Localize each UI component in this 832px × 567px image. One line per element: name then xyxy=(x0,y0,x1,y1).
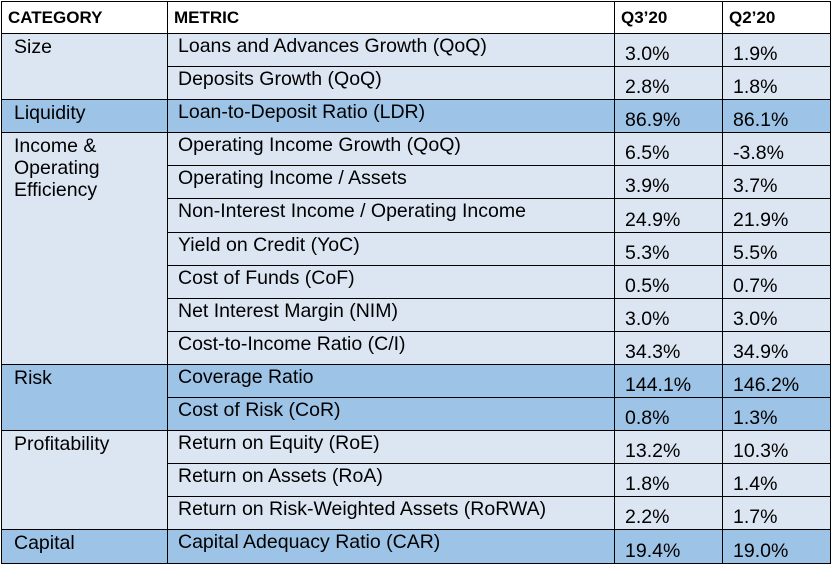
value-cell: 3.0% xyxy=(722,297,831,332)
value-cell: 34.3% xyxy=(614,330,723,365)
value-cell: 19.0% xyxy=(722,529,831,564)
table-row: Non-Interest Income / Operating Income 24… xyxy=(2,198,831,233)
table-row: Deposits Growth (QoQ) 2.8% 1.8% xyxy=(2,66,831,101)
table-row: Return on Assets (RoA) 1.8% 1.4% xyxy=(2,463,831,498)
value-cell: 3.9% xyxy=(614,165,723,200)
metric-cell: Coverage Ratio xyxy=(167,363,615,399)
table-row: Yield on Credit (YoC) 5.3% 5.5% xyxy=(2,231,831,266)
value-cell: 1.4% xyxy=(722,463,831,498)
value-cell: 3.0% xyxy=(614,32,723,68)
metric-cell: Loans and Advances Growth (QoQ) xyxy=(167,32,615,68)
value-cell: 0.7% xyxy=(722,264,831,299)
table-row: Capital Capital Adequacy Ratio (CAR) 19.4%… xyxy=(1,529,831,564)
value-cell: 3.0% xyxy=(614,297,723,332)
column-header: METRIC xyxy=(167,1,615,34)
table-row: Liquidity Loan-to-Deposit Ratio (LDR) 86.9… xyxy=(1,99,831,134)
value-cell: 5.5% xyxy=(722,231,831,266)
metric-cell: Operating Income Growth (QoQ) xyxy=(167,132,615,167)
value-cell: 24.9% xyxy=(614,198,723,233)
value-cell: 144.1% xyxy=(614,363,723,399)
metric-cell: Cost-to-Income Ratio (C/I) xyxy=(167,330,615,365)
table-row: Profitability Return on Equity (RoE) 13.2%… xyxy=(1,430,831,531)
value-cell: 1.8% xyxy=(614,463,723,498)
header-row: CATEGORY METRIC Q3’20 Q2’20 xyxy=(1,1,831,34)
value-cell: -3.8% xyxy=(722,132,831,167)
category-cell: Liquidity xyxy=(1,99,168,134)
metric-cell: Return on Risk-Weighted Assets (RoRWA) xyxy=(167,496,615,531)
value-cell: 146.2% xyxy=(722,363,831,399)
value-cell: 3.7% xyxy=(722,165,831,200)
column-header: Q2’20 xyxy=(722,1,831,34)
value-cell: 1.3% xyxy=(722,397,831,432)
table-row: Income & Operating Efficiency Operating I… xyxy=(1,132,831,365)
category-cell: Income & Operating Efficiency xyxy=(1,132,168,365)
table-row: Net Interest Margin (NIM) 3.0% 3.0% xyxy=(2,297,831,332)
value-cell: 1.7% xyxy=(722,496,831,531)
metric-cell: Operating Income / Assets xyxy=(167,165,615,200)
metric-cell: Capital Adequacy Ratio (CAR) xyxy=(167,529,615,564)
value-cell: 0.5% xyxy=(614,264,723,299)
category-cell: Capital xyxy=(1,529,168,564)
category-cell: Risk xyxy=(1,363,168,432)
value-cell: 13.2% xyxy=(614,430,723,465)
value-cell: 0.8% xyxy=(614,397,723,432)
table-body: Size Loans and Advances Growth (QoQ) 3.0% 1… xyxy=(1,32,831,564)
metric-cell: Cost of Funds (CoF) xyxy=(167,264,615,299)
value-cell: 86.9% xyxy=(614,99,723,134)
table-row: Cost of Risk (CoR) 0.8% 1.3% xyxy=(2,397,831,432)
metric-cell: Net Interest Margin (NIM) xyxy=(167,297,615,332)
metric-cell: Deposits Growth (QoQ) xyxy=(167,66,615,101)
value-cell: 34.9% xyxy=(722,330,831,365)
metric-cell: Cost of Risk (CoR) xyxy=(167,397,615,432)
category-cell: Size xyxy=(1,32,168,101)
value-cell: 21.9% xyxy=(722,198,831,233)
value-cell: 86.1% xyxy=(722,99,831,134)
table-row: Risk Coverage Ratio 144.1% 146.2% xyxy=(1,363,831,432)
value-cell: 1.9% xyxy=(722,32,831,68)
table-row: Operating Income / Assets 3.9% 3.7% xyxy=(2,165,831,200)
value-cell: 10.3% xyxy=(722,430,831,465)
table-row: Size Loans and Advances Growth (QoQ) 3.0% 1… xyxy=(1,32,831,101)
value-cell: 1.8% xyxy=(722,66,831,101)
table-row: Cost-to-Income Ratio (C/I) 34.3% 34.9% xyxy=(2,330,831,365)
value-cell: 2.2% xyxy=(614,496,723,531)
metric-cell: Loan-to-Deposit Ratio (LDR) xyxy=(167,99,615,134)
value-cell: 5.3% xyxy=(614,231,723,266)
metric-cell: Return on Equity (RoE) xyxy=(167,430,615,465)
metric-cell: Return on Assets (RoA) xyxy=(167,463,615,498)
column-header: Q3’20 xyxy=(614,1,723,34)
metric-cell: Yield on Credit (YoC) xyxy=(167,231,615,266)
column-header: CATEGORY xyxy=(1,1,168,34)
value-cell: 19.4% xyxy=(614,529,723,564)
table-row: Cost of Funds (CoF) 0.5% 0.7% xyxy=(2,264,831,299)
value-cell: 6.5% xyxy=(614,132,723,167)
metric-cell: Non-Interest Income / Operating Income xyxy=(167,198,615,233)
value-cell: 2.8% xyxy=(614,66,723,101)
category-cell: Profitability xyxy=(1,430,168,531)
